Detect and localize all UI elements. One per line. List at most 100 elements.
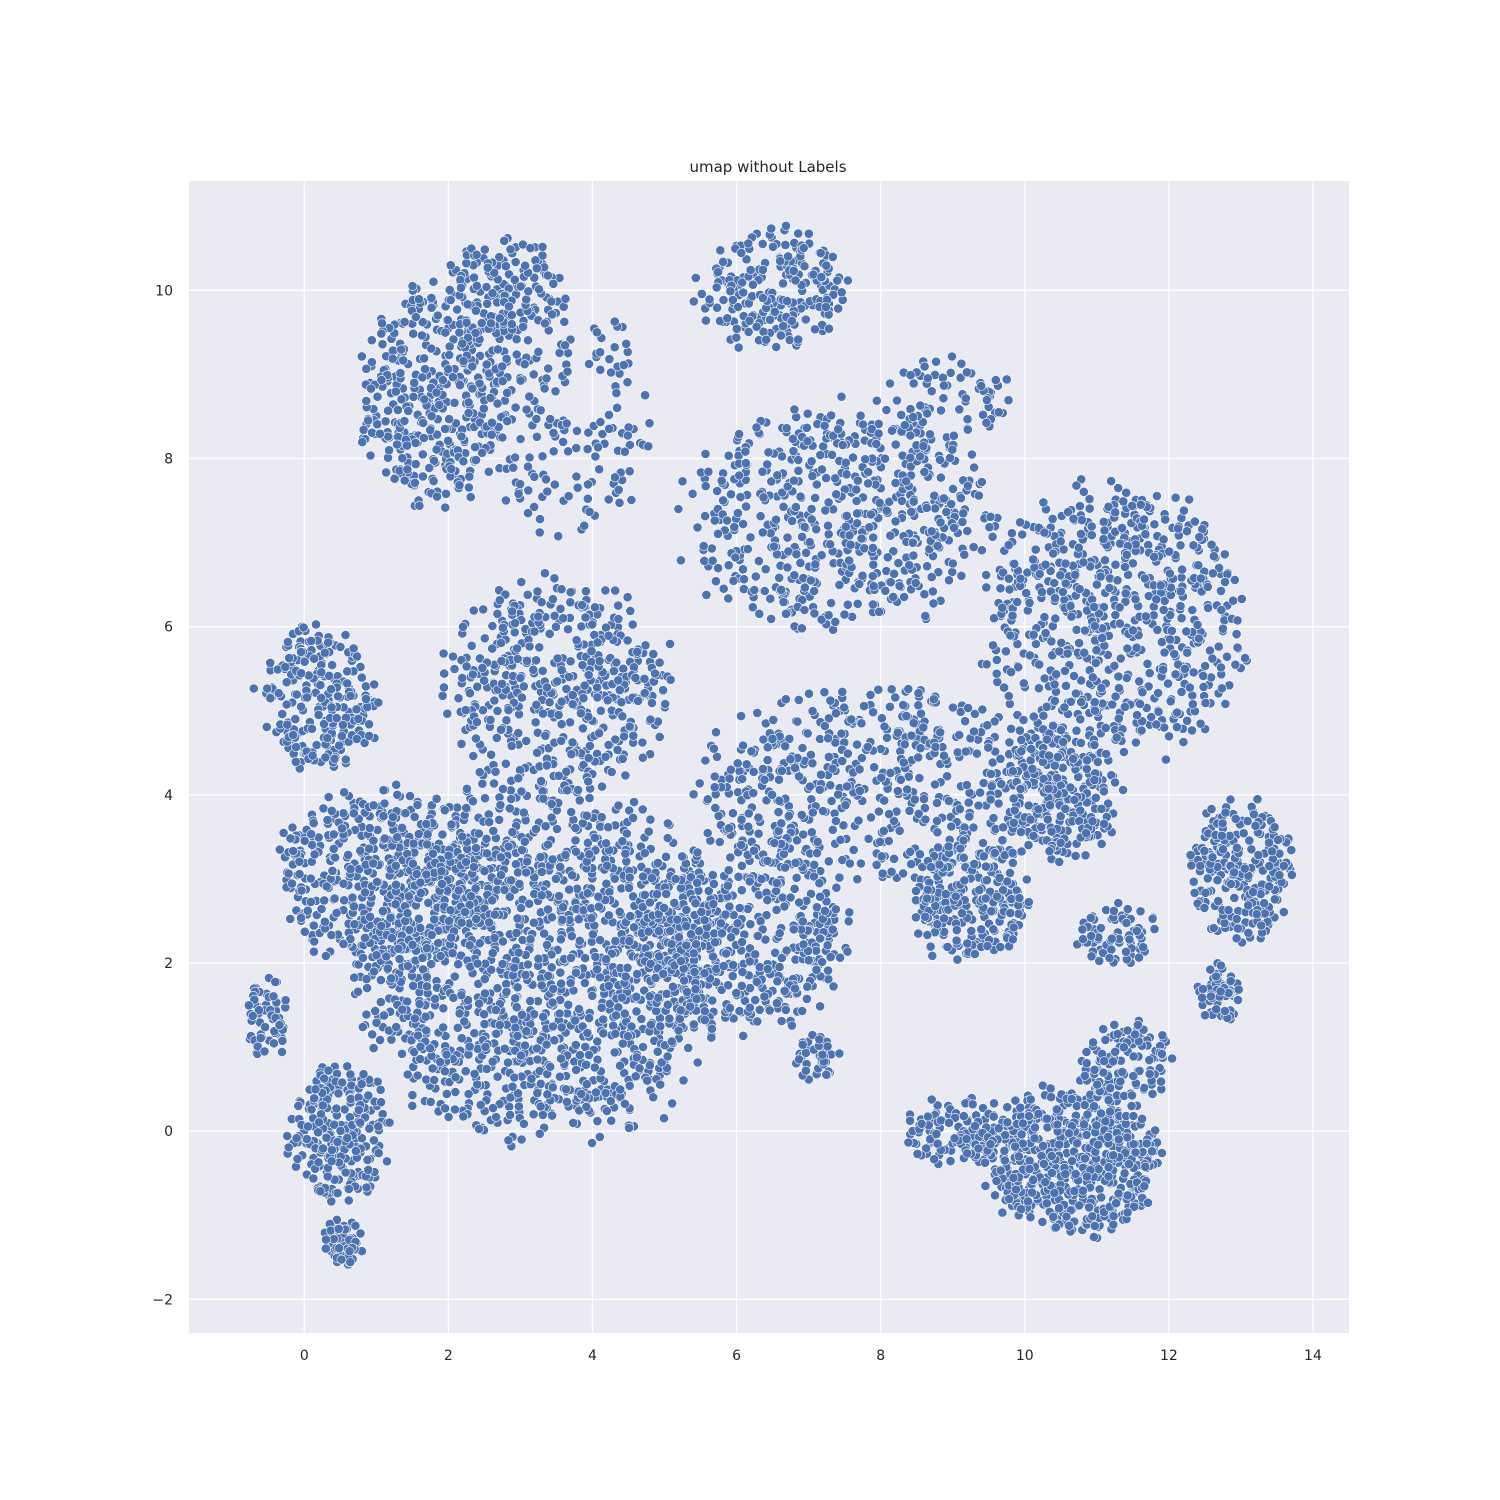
scatter-point	[369, 679, 380, 690]
scatter-point	[565, 656, 576, 667]
scatter-point	[984, 522, 995, 533]
scatter-point	[419, 394, 430, 405]
scatter-point	[852, 739, 862, 750]
scatter-point	[529, 626, 540, 637]
scatter-point	[1134, 676, 1145, 687]
scatter-point	[742, 544, 753, 554]
scatter-point	[784, 335, 795, 345]
scatter-point	[455, 380, 465, 390]
scatter-point	[565, 587, 576, 598]
scatter-point	[566, 749, 577, 760]
scatter-point	[1180, 663, 1190, 674]
scatter-point	[908, 718, 919, 728]
scatter-point	[729, 522, 740, 532]
scatter-point	[665, 674, 676, 685]
scatter-point	[348, 808, 359, 819]
scatter-point	[781, 220, 791, 231]
scatter-point	[560, 340, 570, 351]
scatter-point	[751, 321, 762, 332]
scatter-point	[378, 811, 389, 821]
scatter-point	[313, 710, 324, 720]
scatter-point	[883, 836, 894, 846]
scatter-point	[988, 924, 999, 935]
scatter-point	[366, 383, 376, 394]
scatter-point	[580, 612, 591, 623]
scatter-point	[510, 452, 520, 463]
scatter-point	[723, 450, 734, 461]
scatter-point	[1189, 516, 1200, 527]
scatter-point	[868, 581, 879, 592]
scatter-point	[424, 463, 435, 473]
scatter-point	[688, 789, 699, 800]
scatter-point	[709, 515, 720, 526]
scatter-point	[548, 278, 559, 289]
scatter-point	[1225, 976, 1236, 986]
scatter-point	[519, 359, 530, 370]
scatter-point	[627, 619, 638, 630]
scatter-point	[486, 417, 497, 428]
scatter-point	[294, 856, 305, 867]
scatter-point	[1024, 598, 1035, 608]
scatter-point	[778, 321, 789, 331]
scatter-point	[842, 781, 852, 792]
scatter-point	[445, 295, 456, 305]
scatter-point	[1121, 946, 1131, 957]
scatter-point	[288, 730, 298, 740]
scatter-point	[852, 598, 863, 609]
scatter-point	[1104, 583, 1115, 593]
scatter-point	[783, 251, 793, 262]
scatter-point	[1199, 846, 1210, 856]
scatter-point	[919, 794, 929, 804]
scatter-point	[309, 936, 320, 947]
scatter-point	[821, 260, 832, 271]
scatter-point	[803, 228, 814, 239]
scatter-point	[940, 889, 951, 899]
scatter-point	[881, 505, 892, 516]
scatter-point	[951, 935, 962, 946]
scatter-point	[1233, 984, 1244, 995]
scatter-point	[792, 716, 803, 727]
scatter-point	[812, 848, 822, 858]
scatter-point	[1202, 582, 1213, 592]
scatter-point	[489, 695, 500, 706]
scatter-point	[899, 592, 909, 602]
scatter-point	[625, 606, 636, 616]
scatter-point	[810, 559, 821, 570]
scatter-point	[483, 466, 494, 477]
scatter-points	[243, 220, 1297, 1270]
scatter-point	[992, 891, 1002, 902]
scatter-point	[1230, 659, 1241, 670]
scatter-point	[383, 405, 393, 416]
scatter-point	[925, 429, 935, 440]
scatter-point	[478, 403, 489, 414]
scatter-point	[572, 482, 583, 493]
scatter-point	[758, 492, 769, 503]
scatter-point	[1169, 649, 1180, 659]
scatter-point	[868, 532, 879, 543]
scatter-point	[1080, 625, 1090, 636]
scatter-point	[968, 542, 979, 552]
scatter-point	[1043, 783, 1054, 794]
scatter-point	[583, 753, 594, 763]
scatter-point	[978, 851, 989, 862]
scatter-point	[434, 399, 445, 410]
scatter-point	[1228, 595, 1238, 606]
scatter-point	[880, 453, 890, 464]
scatter-point	[590, 602, 600, 613]
scatter-point	[1250, 820, 1261, 831]
scatter-point	[920, 814, 931, 825]
scatter-point	[299, 926, 310, 937]
scatter-point	[903, 684, 914, 694]
scatter-point	[290, 756, 301, 767]
scatter-point	[823, 610, 834, 621]
scatter-point	[492, 398, 503, 409]
scatter-point	[781, 423, 792, 434]
scatter-point	[1163, 678, 1173, 689]
scatter-point	[1050, 593, 1060, 604]
scatter-point	[906, 859, 917, 869]
scatter-point	[603, 494, 614, 505]
scatter-point	[426, 292, 437, 303]
scatter-point	[851, 496, 862, 506]
scatter-point	[458, 456, 469, 467]
scatter-point	[1071, 624, 1082, 635]
